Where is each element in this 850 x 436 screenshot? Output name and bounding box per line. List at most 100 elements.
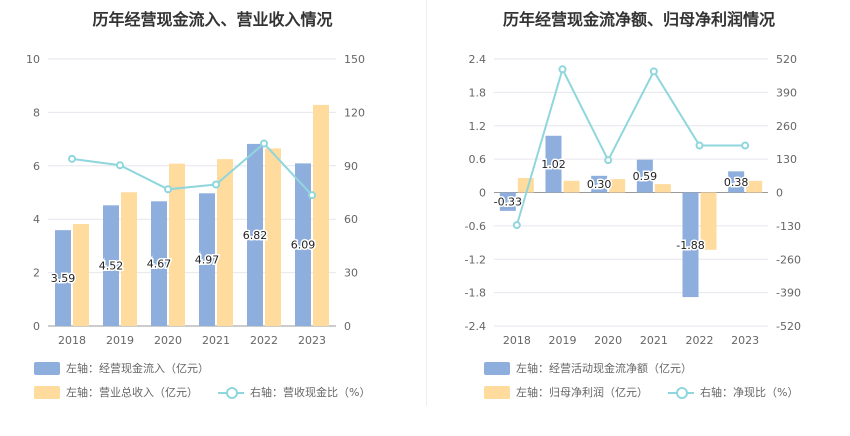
left-axis-tick: 10: [26, 53, 40, 66]
bar-data-label: 0.38: [724, 176, 749, 189]
legend-item-cash-ratio[interactable]: 右轴：营收现金比（%）: [218, 384, 370, 400]
x-axis-tick: 2021: [202, 334, 230, 347]
x-axis-tick: 2022: [250, 334, 278, 347]
right-axis-tick: 120: [344, 106, 365, 119]
left-axis-tick: -2.4: [465, 320, 486, 333]
panel-divider: [426, 0, 427, 406]
ratio-point: [212, 180, 220, 189]
bar-data-label: 6.09: [291, 239, 316, 252]
legend-item-net-cash-ratio[interactable]: 右轴：净现比（%）: [668, 384, 798, 400]
bar-data-label: 1.02: [541, 158, 566, 171]
left-chart-panel: 历年经营现金流入、营业收入情况 0 2 4 6 8 10 0 30 60 90 120 150 3.59…: [26, 10, 370, 400]
chart-title: 历年经营现金流净额、归母净利润情况: [502, 10, 775, 29]
right-axis-tick: -520: [776, 320, 801, 333]
ratio-line: [515, 66, 746, 226]
left-axis-tick: 0: [33, 320, 40, 333]
right-axis-tick: -390: [776, 287, 801, 300]
legend-label: 左轴：归母净利润（亿元）: [516, 386, 648, 399]
x-axis-tick: 2020: [154, 334, 182, 347]
legend-swatch: [484, 385, 510, 399]
right-axis-tick: 520: [776, 53, 797, 66]
legend-line-marker: [218, 386, 244, 399]
bar-secondary: [73, 224, 89, 326]
legend-item-net-profit[interactable]: 左轴：归母净利润（亿元）: [484, 384, 648, 400]
left-axis-tick: 4: [33, 213, 40, 226]
legend-label: 右轴：营收现金比（%）: [250, 386, 371, 399]
ratio-point: [558, 65, 567, 74]
right-axis-tick: 0: [344, 320, 351, 333]
bar-primary: [199, 193, 215, 326]
legend-swatch: [34, 361, 60, 375]
left-axis-tick: -1.8: [465, 287, 486, 300]
ratio-point: [68, 154, 76, 163]
bar-primary: [151, 201, 167, 326]
right-axis-tick: 90: [344, 160, 358, 173]
bar-data-label: -1.88: [676, 239, 704, 252]
right-chart-plot: -2.4 -1.8 -1.2 -0.6 0 0.6 1.2 1.8 2.4 -520 -390 -26…: [465, 53, 801, 347]
x-axis-tick: 2018: [58, 334, 86, 347]
bar-secondary: [563, 180, 580, 193]
bar-data-label: 4.97: [195, 254, 220, 267]
bar-primary: [295, 163, 311, 326]
x-axis-tick: 2020: [594, 334, 622, 347]
legend-item-cash-inflow[interactable]: 左轴：经营现金流入（亿元）: [34, 360, 209, 376]
x-axis-tick: 2023: [731, 334, 759, 347]
left-axis-tick: 0.6: [469, 153, 487, 166]
right-axis-tick: -130: [776, 220, 801, 233]
legend-swatch: [484, 361, 510, 375]
bar-primary: [636, 159, 653, 193]
ratio-point: [649, 67, 658, 76]
bar-data-label: 0.30: [587, 178, 612, 191]
right-axis-tick: 260: [776, 120, 797, 133]
legend-label: 左轴：经营活动现金流净额（亿元）: [516, 362, 692, 375]
legend-label: 右轴：净现比（%）: [700, 386, 799, 399]
x-axis-tick: 2019: [106, 334, 134, 347]
x-axis-tick: 2021: [640, 334, 668, 347]
bar-data-label: 4.52: [99, 260, 124, 273]
right-axis-tick: 150: [344, 53, 365, 66]
right-axis-tick: 30: [344, 267, 358, 280]
x-axis-tick: 2019: [549, 334, 577, 347]
ratio-point: [512, 221, 521, 230]
bar-primary: [682, 192, 699, 298]
right-axis-tick: 0: [776, 187, 783, 200]
left-axis-tick: -1.2: [465, 253, 486, 266]
ratio-point: [308, 191, 316, 200]
bar-secondary: [700, 192, 717, 250]
legend-label: 左轴：经营现金流入（亿元）: [66, 362, 209, 375]
ratio-point: [604, 156, 613, 165]
bar-data-label: 6.82: [243, 229, 268, 242]
left-axis-tick: 2: [33, 267, 40, 280]
legend-item-revenue[interactable]: 左轴：营业总收入（亿元）: [34, 384, 198, 400]
bar-secondary: [746, 180, 763, 193]
bar-primary: [55, 230, 71, 326]
left-axis-tick: 1.8: [469, 86, 487, 99]
left-axis-tick: 2.4: [469, 53, 487, 66]
bar-primary: [499, 192, 516, 211]
bar-secondary: [609, 179, 626, 193]
left-chart-plot: 0 2 4 6 8 10 0 30 60 90 120 150 3.59 4.52 4.67 4.97 6.82…: [26, 53, 365, 347]
ratio-line: [71, 142, 313, 196]
bar-secondary: [313, 104, 329, 326]
ratio-point: [695, 141, 704, 150]
x-axis-tick: 2022: [686, 334, 714, 347]
bar-secondary: [654, 184, 671, 193]
right-axis-tick: 130: [776, 153, 797, 166]
bar-primary: [728, 171, 745, 193]
legend-item-net-cash-flow[interactable]: 左轴：经营活动现金流净额（亿元）: [484, 360, 692, 376]
left-axis-tick: 6: [33, 160, 40, 173]
right-axis-tick: 390: [776, 86, 797, 99]
chart-title: 历年经营现金流入、营业收入情况: [92, 10, 333, 29]
ratio-point: [164, 185, 172, 194]
bar-secondary: [217, 159, 233, 326]
ratio-point: [116, 161, 124, 170]
right-axis-tick: 60: [344, 213, 358, 226]
bar-data-label: 3.59: [51, 272, 76, 285]
bar-primary: [545, 135, 562, 193]
bar-data-label: 4.67: [147, 258, 172, 271]
bar-data-label: -0.33: [494, 196, 522, 209]
bar-primary: [247, 143, 263, 326]
legend-line-marker: [668, 386, 694, 399]
legend-swatch: [34, 385, 60, 399]
legend-label: 左轴：营业总收入（亿元）: [66, 386, 198, 399]
